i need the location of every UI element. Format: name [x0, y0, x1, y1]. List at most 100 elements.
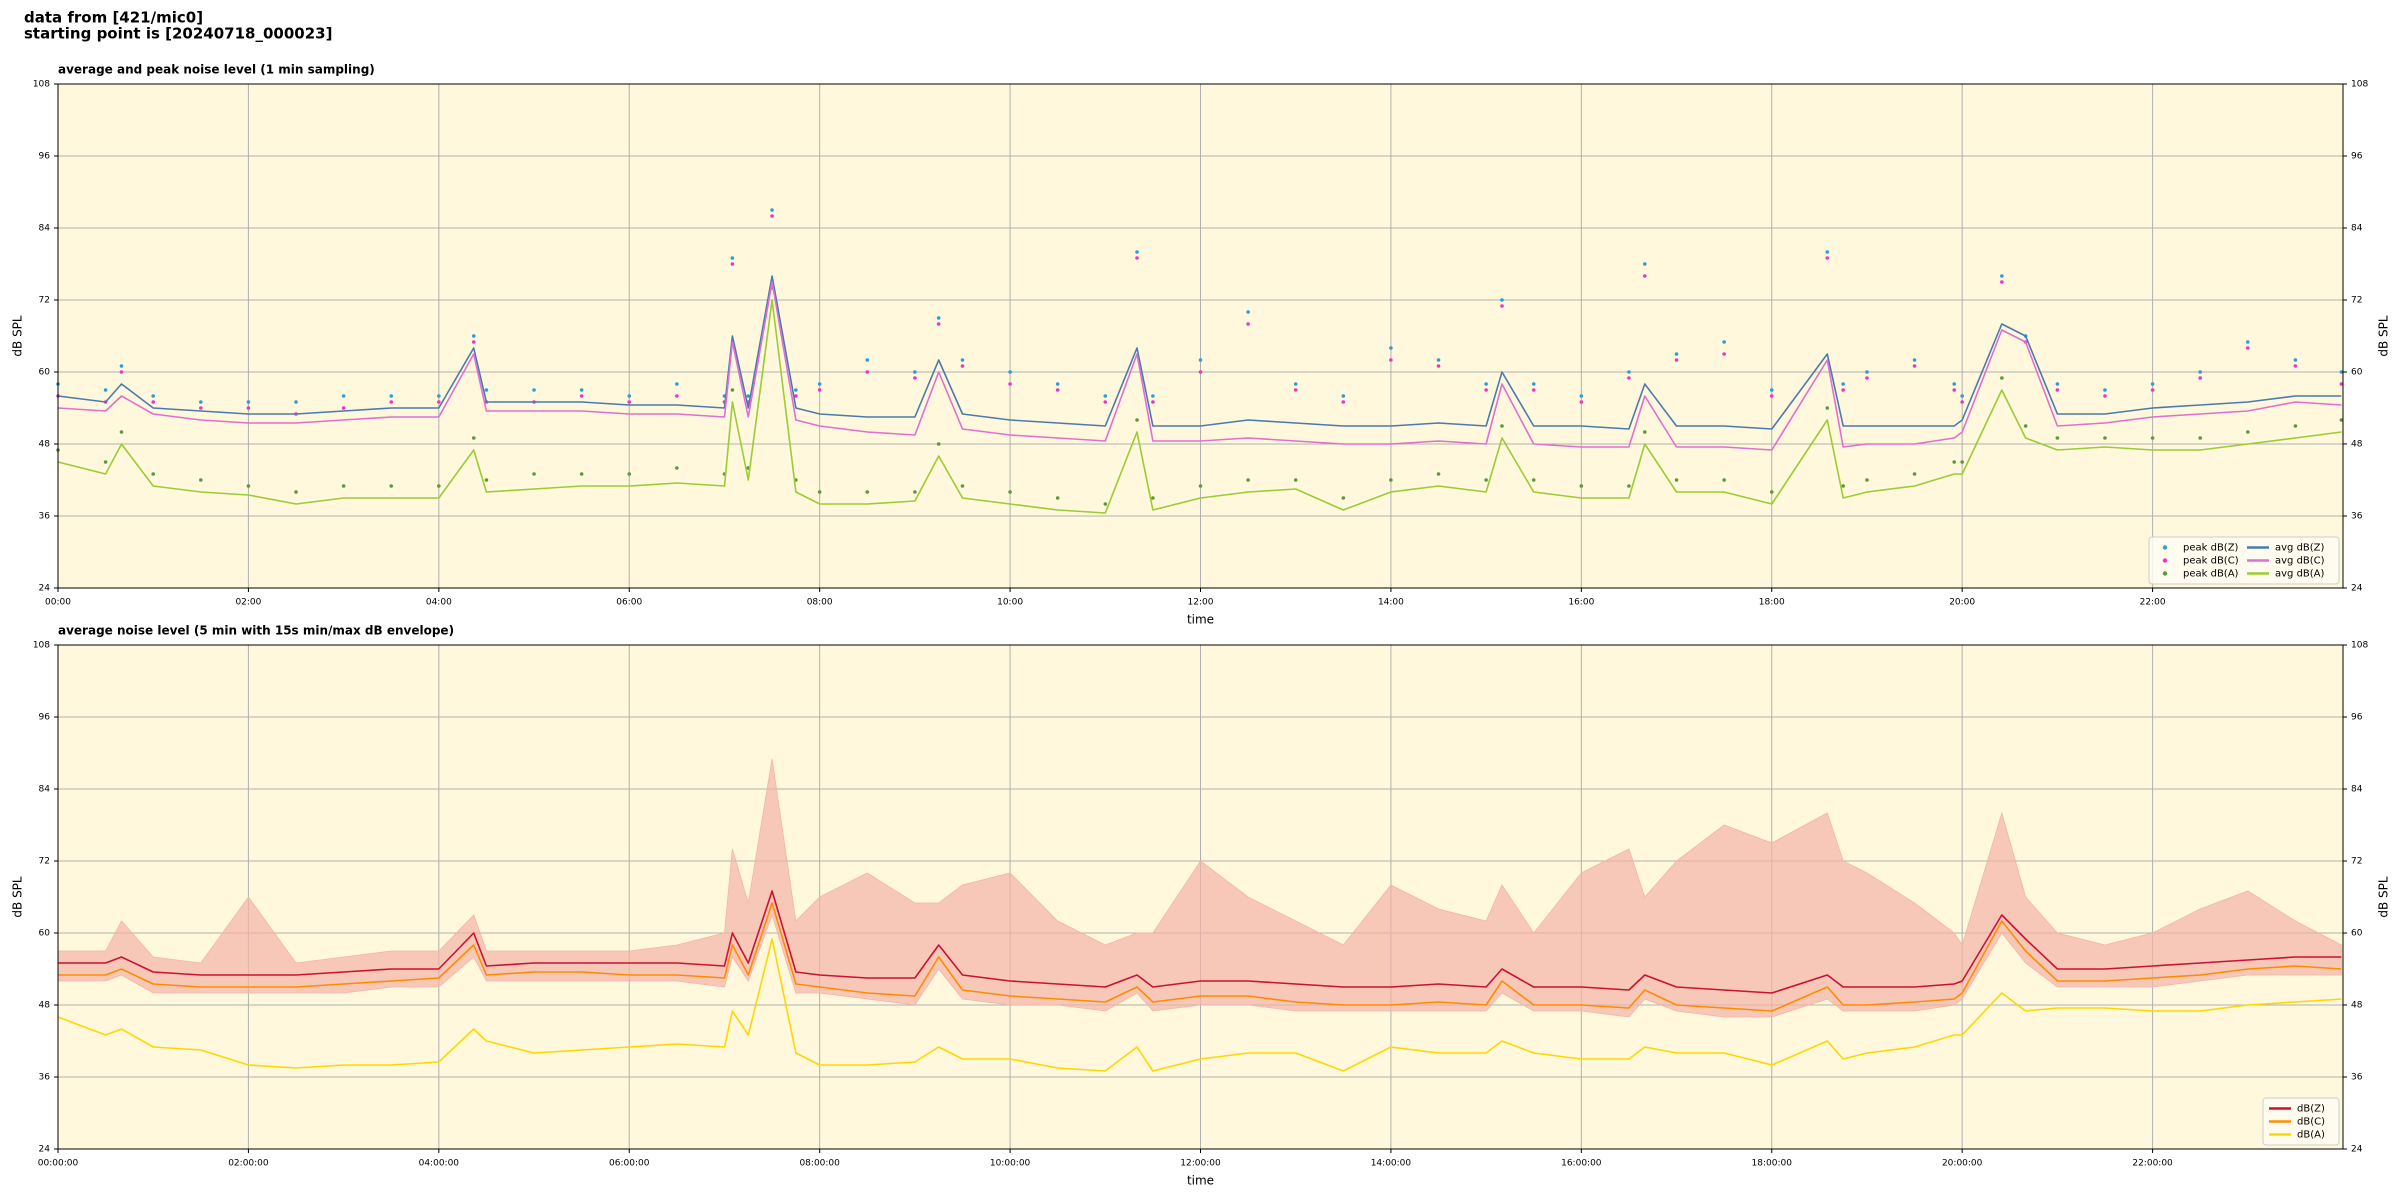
y2-tick-label: 84 — [2351, 785, 2363, 795]
peak-dot — [1912, 364, 1917, 368]
peak-dot — [960, 358, 965, 362]
peak-dot — [817, 388, 822, 392]
peak-dot — [1674, 358, 1679, 362]
peak-dot — [532, 472, 536, 476]
peak-dot — [151, 394, 156, 398]
x-tick-label: 12:00 — [1188, 598, 1214, 608]
peak-dot — [913, 370, 917, 374]
legend-label: avg dB(Z) — [2275, 543, 2325, 554]
x-tick-label: 16:00:00 — [1561, 1159, 1602, 1169]
peak-dot — [1135, 250, 1139, 254]
peak-dot — [151, 400, 156, 404]
peak-dot — [471, 334, 476, 338]
peak-dot — [675, 466, 679, 470]
series-line — [58, 890, 2342, 994]
peak-dot — [730, 388, 735, 392]
peak-dot — [2339, 382, 2344, 386]
peak-dot — [2103, 436, 2107, 440]
peak-dot — [2055, 436, 2060, 440]
peak-dot — [246, 484, 251, 488]
legend-label: peak dB(A) — [2183, 569, 2239, 580]
series-line — [57, 938, 2342, 1072]
peak-dot — [246, 400, 251, 404]
peak-dot — [1151, 400, 1155, 404]
x-tick-label: 14:00:00 — [1371, 1159, 1412, 1169]
x-tick-label: 10:00:00 — [990, 1159, 1031, 1169]
peak-dot — [1008, 382, 1012, 386]
plot-frame — [57, 83, 2344, 589]
peak-dot — [2150, 436, 2155, 440]
y2-tick-label: 72 — [2351, 857, 2362, 867]
peak-dot — [1674, 352, 1679, 356]
y2-tick-label: 24 — [2351, 1145, 2363, 1155]
legend-label: peak dB(C) — [2183, 556, 2239, 567]
peak-dot — [1841, 484, 1845, 488]
peak-dot — [1865, 370, 1869, 374]
peak-dot — [1198, 370, 1203, 374]
peak-dot — [1436, 364, 1441, 368]
peak-dot — [1484, 388, 1488, 392]
peak-dot — [199, 406, 203, 410]
peak-dot — [794, 388, 798, 392]
peak-dot — [1960, 394, 1964, 398]
y2-tick-label: 24 — [2351, 584, 2363, 594]
peak-dot — [2150, 382, 2155, 386]
x-tick-label: 18:00 — [1759, 598, 1785, 608]
peak-dot — [794, 394, 798, 398]
y-tick-label: 72 — [39, 296, 50, 306]
y2-tick-label: 108 — [2351, 641, 2368, 651]
peak-dot — [913, 376, 917, 380]
plot-frame — [57, 644, 2344, 1150]
peak-dot — [1531, 478, 1536, 482]
peak-dot — [675, 382, 679, 386]
peak-dot — [627, 472, 632, 476]
peak-dot — [1627, 376, 1631, 380]
peak-dot — [2198, 370, 2202, 374]
peak-dot — [437, 394, 441, 398]
peak-dot — [1643, 274, 1647, 278]
peak-dot — [1722, 352, 1726, 356]
peak-dot — [119, 370, 124, 374]
peak-dot — [2293, 424, 2298, 428]
peak-dot — [103, 388, 108, 392]
peak-dot — [1246, 478, 1250, 482]
legend-box — [2148, 536, 2340, 585]
y-tick-label: 36 — [39, 512, 51, 522]
x-tick-label: 14:00 — [1378, 598, 1404, 608]
y2-axis-label: dB SPL — [2377, 315, 2391, 357]
peak-dot — [1722, 340, 1726, 344]
peak-dot — [532, 388, 536, 392]
peak-dot — [2023, 424, 2028, 428]
x-tick-label: 00:00 — [45, 598, 71, 608]
peak-dot — [2245, 340, 2250, 344]
peak-dot — [865, 370, 870, 374]
y2-axis-label: dB SPL — [2377, 876, 2391, 918]
peak-dot — [294, 400, 298, 404]
peak-dot — [1865, 376, 1869, 380]
peak-dot — [1769, 394, 1774, 398]
peak-dot — [199, 478, 203, 482]
peak-dot — [1055, 388, 1060, 392]
series-line — [57, 281, 2342, 451]
peak-dot — [1912, 358, 1917, 362]
series-line — [57, 275, 2342, 430]
x-tick-label: 10:00 — [997, 598, 1023, 608]
peak-dot — [1960, 400, 1964, 404]
y-tick-label: 108 — [33, 641, 50, 651]
peak-dot — [484, 388, 489, 392]
peak-dot — [1500, 304, 1504, 308]
peak-dot — [1531, 382, 1536, 386]
peak-dot — [1579, 400, 1584, 404]
chart-title: average and peak noise level (1 min samp… — [58, 63, 375, 77]
peak-dot — [484, 478, 489, 482]
peak-dot — [1103, 502, 1108, 506]
peak-dot — [770, 214, 774, 218]
peak-dot — [1293, 382, 1298, 386]
peak-dot — [817, 382, 822, 386]
peak-dot — [936, 442, 941, 446]
peak-dot — [2000, 376, 2004, 380]
peak-dot — [1643, 430, 1647, 434]
peak-dot — [1055, 496, 1060, 500]
peak-dot — [471, 340, 476, 344]
legend-label: avg dB(A) — [2275, 569, 2325, 580]
